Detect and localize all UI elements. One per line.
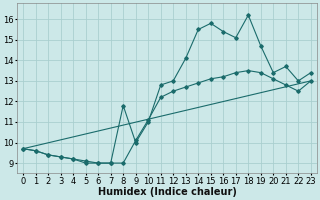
X-axis label: Humidex (Indice chaleur): Humidex (Indice chaleur) [98,187,236,197]
